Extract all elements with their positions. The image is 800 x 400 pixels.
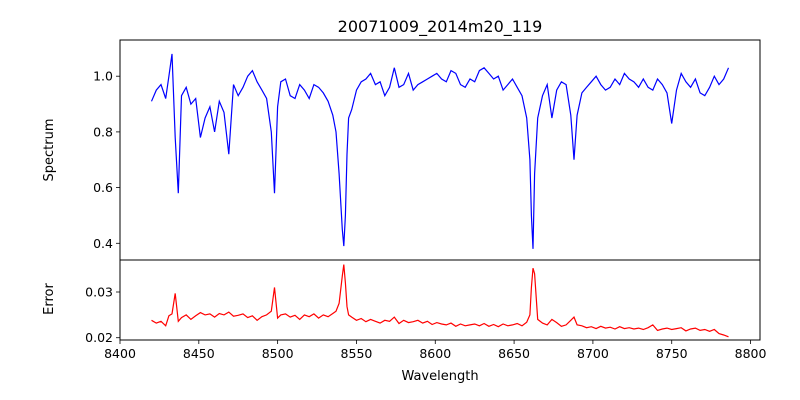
spectrum-plot-frame xyxy=(119,39,761,261)
x-tick-label: 8800 xyxy=(735,346,767,361)
spectrum-series-line-0 xyxy=(150,53,730,249)
spectrum-panel: 0.4 0.6 0.8 1.0 xyxy=(93,39,761,261)
error-plot-frame xyxy=(119,259,761,341)
spectrum-y-tick-label: 0.6 xyxy=(93,180,113,195)
x-tick-label: 8750 xyxy=(656,346,688,361)
error-y-axis-label: Error xyxy=(42,283,57,315)
error-y-tick-label: 0.02 xyxy=(85,330,113,345)
spectrum-y-axis-label: Spectrum xyxy=(42,119,57,182)
spectrum-y-tick-label: 1.0 xyxy=(93,69,113,84)
spectrum-y-tick-label: 0.4 xyxy=(93,236,113,251)
spectrum-y-tick-label: 0.8 xyxy=(93,124,113,139)
x-tick-label: 8550 xyxy=(341,346,373,361)
x-tick-label: 8450 xyxy=(183,346,215,361)
x-tick-label: 8500 xyxy=(262,346,294,361)
error-series-line-0 xyxy=(151,264,729,338)
x-tick-label: 8650 xyxy=(498,346,530,361)
error-panel: 0.02 0.03 8400 8450 8500 8550 8600 8650 8700 8750… xyxy=(85,259,767,361)
x-tick-label: 8600 xyxy=(419,346,451,361)
x-axis-label: Wavelength xyxy=(401,369,478,384)
chart-title: 20071009_2014m20_119 xyxy=(338,17,543,37)
x-tick-label: 8700 xyxy=(577,346,609,361)
x-tick-label: 8400 xyxy=(104,346,136,361)
error-y-tick-label: 0.03 xyxy=(85,285,113,300)
